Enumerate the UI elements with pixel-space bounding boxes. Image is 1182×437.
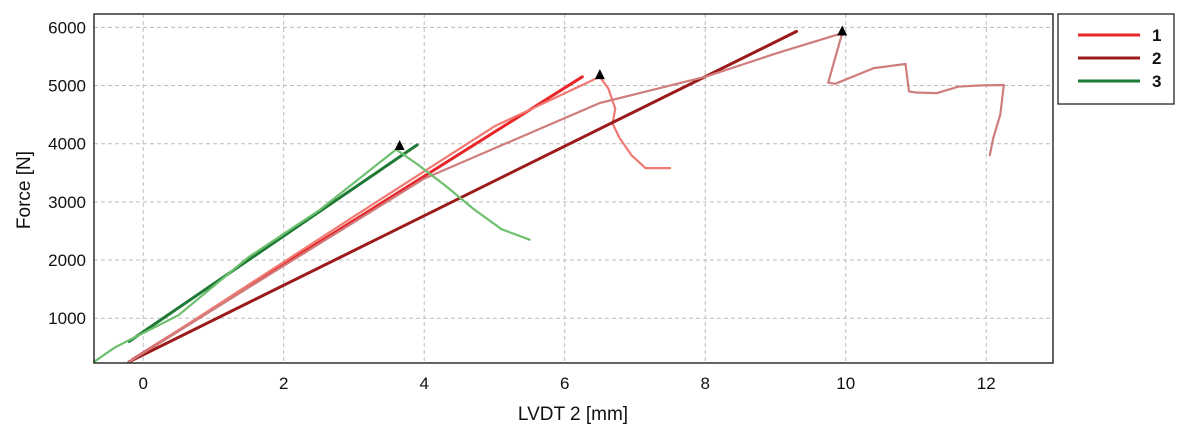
legend-label-1: 1 bbox=[1152, 26, 1161, 45]
x-tick-label: 2 bbox=[279, 374, 288, 393]
x-tick-label: 8 bbox=[700, 374, 709, 393]
peak-markers bbox=[394, 25, 848, 151]
y-axis-label: Force [N] bbox=[14, 151, 35, 229]
series-group bbox=[92, 29, 1005, 364]
x-tick-label: 12 bbox=[977, 374, 996, 393]
series-1-curve bbox=[131, 75, 672, 362]
x-tick-label: 10 bbox=[836, 374, 855, 393]
plot-frame bbox=[93, 13, 1054, 364]
y-tick-label: 3000 bbox=[48, 193, 86, 212]
legend-label-2: 2 bbox=[1152, 49, 1161, 68]
y-tick-label: 2000 bbox=[48, 251, 86, 270]
y-tick-label: 1000 bbox=[48, 309, 86, 328]
series-3-curve bbox=[92, 148, 531, 363]
x-tick-labels: 0 2 4 6 8 10 12 bbox=[138, 374, 995, 393]
series-3-line bbox=[127, 143, 419, 343]
x-tick-label: 0 bbox=[138, 374, 147, 393]
x-axis-label: LVDT 2 [mm] bbox=[518, 404, 628, 425]
y-tick-label: 4000 bbox=[48, 135, 86, 154]
peak-marker bbox=[394, 140, 405, 151]
x-tick-label: 4 bbox=[419, 374, 428, 393]
peak-marker bbox=[837, 25, 848, 36]
series-2-curve bbox=[128, 32, 1005, 363]
legend: 1 2 3 bbox=[1057, 13, 1175, 105]
legend-items: 1 2 3 bbox=[1078, 26, 1161, 91]
x-tick-label: 6 bbox=[560, 374, 569, 393]
y-tick-labels: 1000 2000 3000 4000 5000 6000 bbox=[48, 18, 86, 328]
y-tick-label: 5000 bbox=[48, 77, 86, 96]
legend-label-3: 3 bbox=[1152, 72, 1161, 91]
series-2-line bbox=[127, 29, 799, 364]
y-tick-label: 6000 bbox=[48, 18, 86, 37]
grid bbox=[94, 14, 1053, 363]
peak-marker bbox=[594, 69, 605, 80]
